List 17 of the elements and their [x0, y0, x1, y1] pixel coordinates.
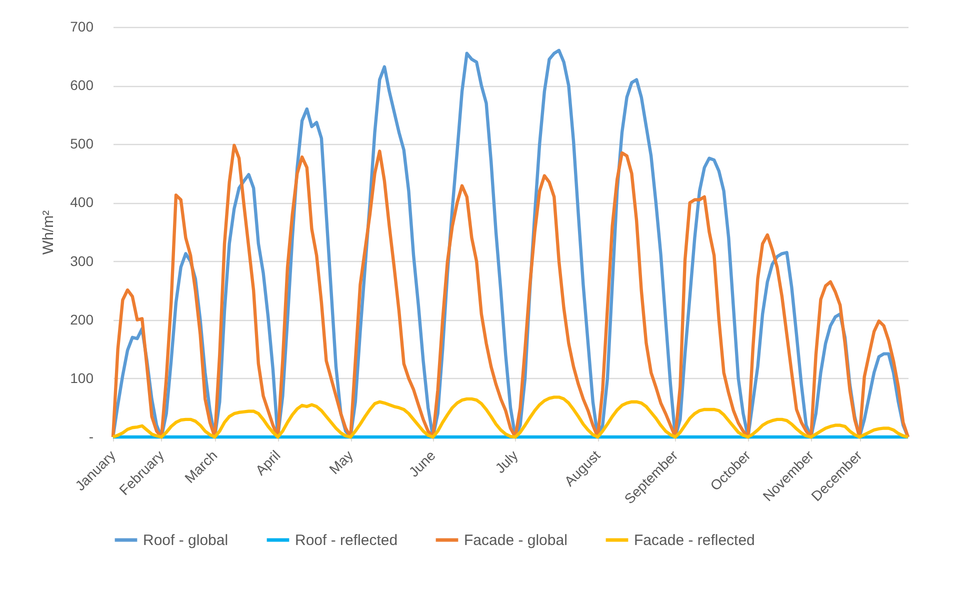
- legend-label: Facade - global: [464, 532, 568, 549]
- y-tick-label: 400: [70, 194, 94, 210]
- x-tick-label: May: [326, 447, 356, 478]
- legend-label: Roof - reflected: [295, 532, 398, 549]
- y-tick-label: 600: [70, 77, 94, 94]
- x-tick-label: July: [492, 447, 521, 476]
- y-tick-label: 200: [70, 311, 94, 328]
- y-tick-label: 500: [70, 136, 94, 152]
- line-series: [111, 144, 910, 439]
- legend-label: Roof - global: [143, 532, 228, 549]
- y-tick-label: -: [88, 428, 94, 444]
- legend-label: Facade - reflected: [634, 532, 755, 549]
- y-tick-label: 700: [70, 18, 94, 34]
- line-series: [111, 396, 910, 439]
- y-axis-title: Wh/m²: [40, 210, 58, 255]
- y-tick-label: 100: [70, 370, 94, 386]
- y-tick-label: 300: [70, 252, 94, 269]
